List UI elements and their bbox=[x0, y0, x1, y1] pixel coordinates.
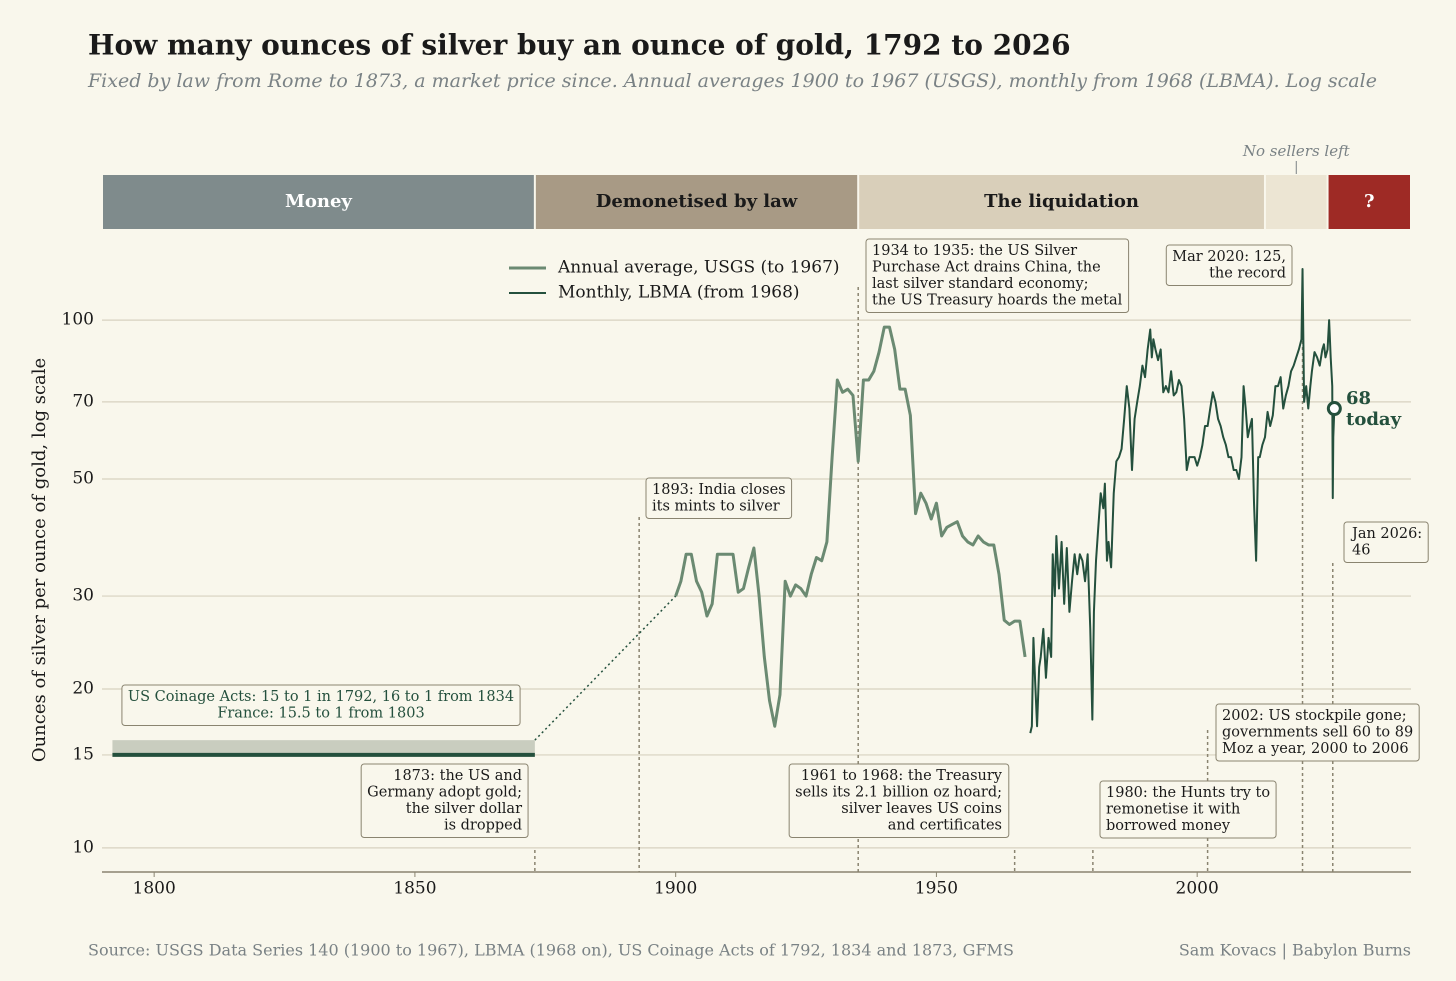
regime-band bbox=[1265, 175, 1327, 229]
series-line bbox=[1029, 268, 1336, 734]
fixed-ratio-note: US Coinage Acts: 15 to 1 in 1792, 16 to … bbox=[121, 684, 521, 726]
annotation-text: sells its 2.1 billion oz hoard; bbox=[795, 785, 1002, 801]
x-tick-label: 2000 bbox=[1176, 879, 1219, 899]
annotation-box bbox=[865, 238, 1130, 313]
annotation-box bbox=[1215, 703, 1420, 762]
chart-title: How many ounces of silver buy an ounce o… bbox=[88, 29, 1071, 62]
regime-band bbox=[859, 175, 1264, 229]
y-tick-label: 50 bbox=[72, 469, 94, 489]
y-tick-label: 70 bbox=[72, 391, 94, 411]
annotation-text: 1980: the Hunts try to bbox=[1106, 785, 1270, 801]
regime-note: No sellers left bbox=[1242, 142, 1351, 160]
legend-label: Annual average, USGS (to 1967) bbox=[557, 258, 840, 278]
series-line bbox=[674, 325, 1027, 728]
annotation-text: silver leaves US coins bbox=[841, 801, 1002, 817]
regime-band bbox=[103, 175, 534, 229]
annotation-text: 1961 to 1968: the Treasury bbox=[801, 768, 1003, 784]
annotation-text: remonetise it with bbox=[1106, 802, 1240, 818]
annotation-text: 46 bbox=[1352, 543, 1370, 559]
annotation-text: US Coinage Acts: 15 to 1 in 1792, 16 to … bbox=[128, 689, 514, 705]
annotation: Jan 2026:46 bbox=[1343, 521, 1429, 563]
annotation-text: Purchase Act drains China, the bbox=[872, 260, 1101, 276]
connector bbox=[534, 595, 677, 741]
regime-band bbox=[535, 175, 858, 229]
today-label: today bbox=[1346, 409, 1402, 430]
annotation-text: the US Treasury hoards the metal bbox=[872, 293, 1123, 309]
annotation-text: last silver standard economy; bbox=[872, 276, 1089, 292]
today-marker bbox=[1326, 401, 1342, 417]
source: Source: USGS Data Series 140 (1900 to 19… bbox=[88, 941, 1014, 960]
annotation-text: 1873: the US and bbox=[393, 768, 522, 784]
annotation-text: 1893: India closes bbox=[652, 482, 786, 498]
today-value: 68 bbox=[1346, 388, 1371, 409]
regime-band bbox=[1328, 175, 1410, 229]
y-tick-label: 20 bbox=[72, 679, 94, 699]
annotation-text: 2002: US stockpile gone; bbox=[1222, 708, 1407, 724]
legend-label: Monthly, LBMA (from 1968) bbox=[558, 283, 800, 303]
annotation-text: the silver dollar bbox=[406, 801, 522, 817]
x-tick-label: 1900 bbox=[654, 879, 697, 899]
credit: Sam Kovacs | Babylon Burns bbox=[1179, 941, 1411, 960]
annotation-text: France: 15.5 to 1 from 1803 bbox=[217, 706, 424, 722]
annotation-box bbox=[360, 763, 529, 838]
annotation-box bbox=[788, 763, 1010, 838]
regime-label: Demonetised by law bbox=[596, 191, 798, 212]
annotation-box bbox=[1343, 521, 1429, 563]
annotation-box bbox=[1099, 780, 1277, 839]
annotation: 2002: US stockpile gone;governments sell… bbox=[1215, 703, 1420, 762]
annotation-text: Mar 2020: 125, bbox=[1172, 249, 1286, 265]
annotation-text: borrowed money bbox=[1106, 818, 1231, 834]
annotation-text: governments sell 60 to 89 bbox=[1222, 725, 1413, 741]
y-tick-label: 15 bbox=[72, 744, 94, 764]
chart-subtitle: Fixed by law from Rome to 1873, a market… bbox=[87, 70, 1377, 92]
annotation-text: Moz a year, 2000 to 2006 bbox=[1222, 741, 1409, 757]
x-tick-label: 1950 bbox=[915, 879, 958, 899]
annotation-box bbox=[121, 684, 521, 726]
annotation-text: is dropped bbox=[444, 818, 522, 834]
annotation-text: Germany adopt gold; bbox=[367, 785, 522, 801]
y-tick-label: 10 bbox=[72, 837, 94, 857]
annotation-text: the record bbox=[1209, 266, 1286, 282]
y-tick-label: 100 bbox=[62, 310, 94, 330]
annotation-text: 1934 to 1935: the US Silver bbox=[872, 243, 1077, 259]
annotation: Mar 2020: 125,the record bbox=[1165, 244, 1293, 286]
annotation-text: Jan 2026: bbox=[1350, 526, 1422, 542]
regime-label: ? bbox=[1364, 191, 1375, 212]
y-axis-label: Ounces of silver per ounce of gold, log … bbox=[29, 358, 50, 762]
regime-label: Money bbox=[285, 191, 352, 212]
annotation-text: and certificates bbox=[888, 818, 1002, 834]
annotation-box bbox=[1165, 244, 1293, 286]
regime-label: The liquidation bbox=[984, 191, 1139, 212]
y-tick-label: 30 bbox=[72, 586, 94, 606]
annotation-text: its mints to silver bbox=[652, 499, 780, 515]
annotation-box bbox=[645, 477, 793, 519]
x-tick-label: 1800 bbox=[133, 879, 176, 899]
fixed-ratio-band bbox=[112, 740, 535, 755]
x-tick-label: 1850 bbox=[393, 879, 436, 899]
